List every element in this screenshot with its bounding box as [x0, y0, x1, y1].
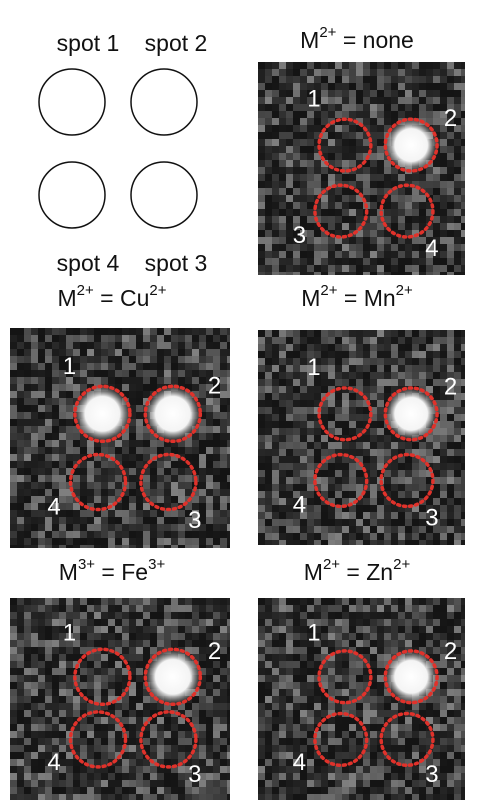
spot-number: 2 [208, 638, 221, 665]
panel-title: M2+ = none [300, 24, 414, 53]
panel-title: M2+ = Mn2+ [301, 282, 413, 311]
title-part: M [300, 27, 319, 53]
title-part: M [304, 559, 323, 585]
title-part: 2+ [396, 282, 413, 299]
spot-number: 4 [47, 494, 60, 521]
title-part: 2+ [320, 282, 337, 299]
spot-number: 3 [425, 761, 438, 788]
title-part: 2+ [393, 556, 410, 573]
panel-title: M2+ = Cu2+ [57, 282, 166, 311]
spot-number: 1 [307, 86, 320, 113]
panel: M3+ = Fe3+1243 [10, 556, 230, 800]
key-label: spot 3 [145, 250, 208, 276]
spot-number: 3 [425, 505, 438, 532]
spot-circle [39, 69, 105, 135]
spot-number: 1 [63, 620, 76, 647]
title-part: = Mn [338, 285, 396, 311]
panel-title: M3+ = Fe3+ [59, 556, 166, 585]
spot-number: 4 [47, 749, 60, 776]
title-part: 2+ [323, 556, 340, 573]
title-part: 3+ [148, 556, 165, 573]
key-label: spot 2 [145, 30, 208, 56]
spot-number: 1 [307, 620, 320, 647]
spot-number: 2 [444, 373, 457, 400]
title-part: = Cu [94, 285, 150, 311]
title-part: M [59, 559, 78, 585]
title-part: 2+ [77, 282, 94, 299]
title-part: M [57, 285, 76, 311]
key: spot 1 spot 2 spot 4 spot 3 [39, 30, 207, 276]
spot-number: 4 [293, 749, 306, 776]
spot-number: 4 [425, 235, 438, 262]
panel: M2+ = Cu2+1243 [10, 282, 230, 548]
title-part: 2+ [149, 282, 166, 299]
title-part: 3+ [78, 556, 95, 573]
spot-number: 2 [444, 105, 457, 132]
spot-circle [131, 69, 197, 135]
spot-number: 1 [307, 354, 320, 381]
figure: spot 1 spot 2 spot 4 spot 3 M2+ = none12… [0, 0, 479, 809]
spot-number: 3 [188, 507, 201, 534]
title-part: 2+ [319, 24, 336, 41]
key-label: spot 1 [57, 30, 120, 56]
title-part: = none [336, 27, 413, 53]
spot-number: 2 [444, 638, 457, 665]
spot-number: 3 [188, 761, 201, 788]
panel: M2+ = none 1 2 3 4 [258, 24, 465, 275]
title-part: = Fe [95, 559, 148, 585]
panel: M2+ = Mn2+1243 [258, 282, 465, 545]
panel: M2+ = Zn2+1243 [258, 556, 465, 800]
key-label: spot 4 [57, 250, 120, 276]
panel-title: M2+ = Zn2+ [304, 556, 411, 585]
spot-number: 3 [293, 222, 306, 249]
spot-number: 1 [63, 353, 76, 380]
title-part: = Zn [340, 559, 393, 585]
spot-circle [39, 162, 105, 228]
spot-circle [131, 162, 197, 228]
spot-number: 4 [293, 492, 306, 519]
title-part: M [301, 285, 320, 311]
spot-number: 2 [208, 373, 221, 400]
